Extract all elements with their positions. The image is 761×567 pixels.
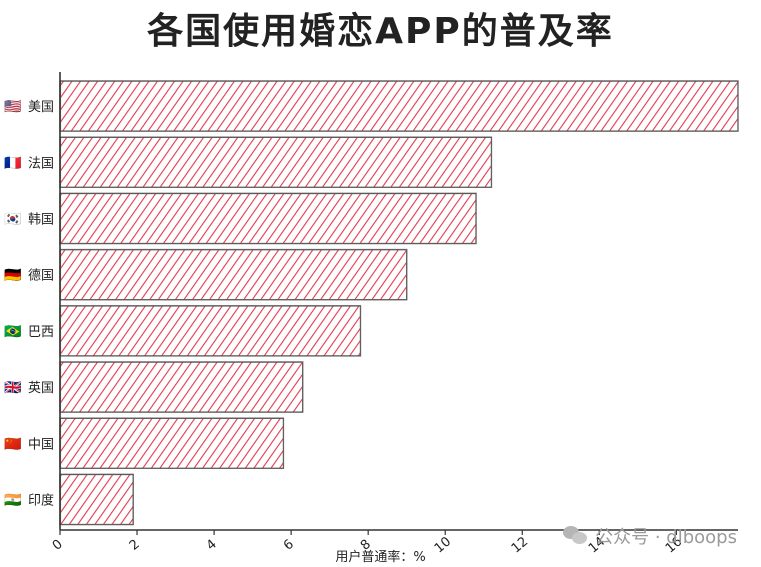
bar-6 [59, 361, 304, 413]
flag-icon: 🇬🇧 [4, 380, 22, 396]
flag-icon: 🇮🇳 [4, 493, 22, 509]
flag-icon: 🇨🇳 [4, 436, 22, 452]
wechat-icon [563, 526, 589, 546]
category-label: 德国 [28, 269, 54, 284]
watermark-text: 公众号 · dlboops [595, 527, 737, 548]
bar-1 [59, 80, 739, 132]
bar-5 [59, 304, 362, 357]
category-label: 英国 [28, 381, 54, 396]
watermark: 公众号 · dlboops [563, 523, 737, 549]
category-label: 美国 [28, 100, 54, 115]
x-axis-label: 用户普通率：% [335, 550, 426, 565]
category-label: 印度 [28, 493, 54, 509]
category-label: 法国 [28, 156, 54, 171]
bar-8 [59, 473, 134, 526]
category-label: 中国 [28, 437, 54, 452]
category-label: 巴西 [28, 325, 54, 340]
bar-4 [59, 248, 408, 301]
bar-7 [59, 417, 285, 470]
chart-title: 各国使用婚恋APP的普及率 [147, 11, 614, 52]
flag-icon: 🇩🇪 [4, 268, 22, 284]
category-label: 韩国 [28, 213, 54, 228]
bar-2 [59, 136, 493, 188]
flag-icon: 🇧🇷 [4, 324, 22, 340]
bar-3 [59, 192, 477, 245]
flag-icon: 🇰🇷 [4, 212, 22, 228]
flag-icon: 🇫🇷 [4, 155, 22, 171]
flag-icon: 🇺🇸 [4, 99, 22, 115]
